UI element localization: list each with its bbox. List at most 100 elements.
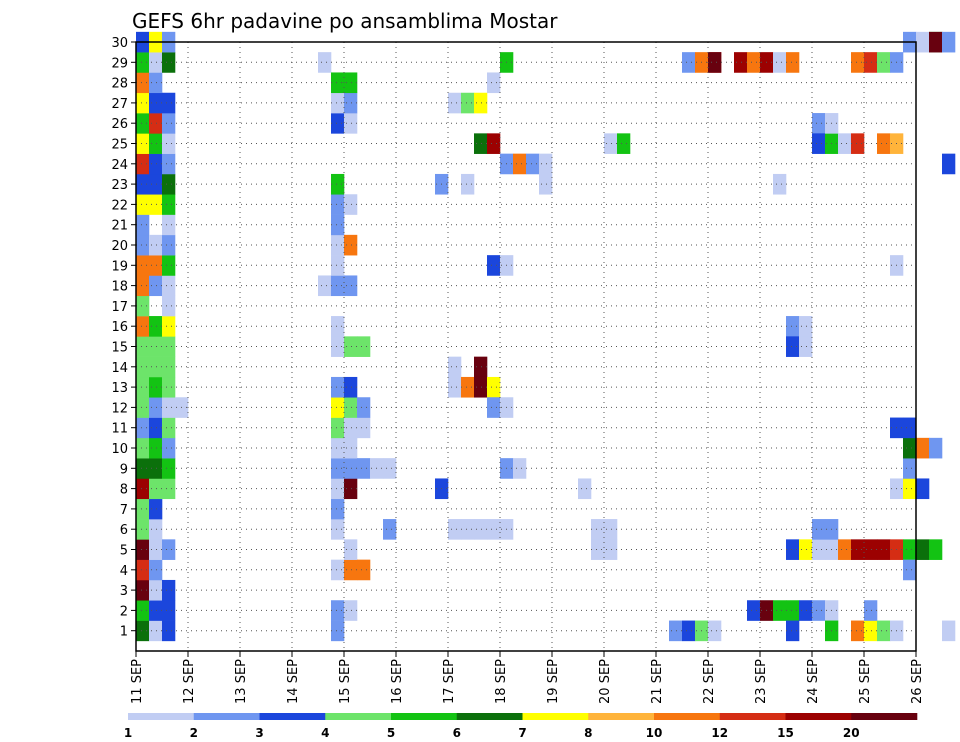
heatmap-cell	[461, 92, 475, 114]
heatmap-cell	[812, 539, 826, 560]
heatmap-cell	[149, 376, 163, 398]
heatmap-cell	[864, 52, 878, 73]
heatmap-cell	[149, 458, 163, 479]
y-tick-label: 22	[111, 198, 128, 213]
y-tick-label: 19	[111, 259, 128, 274]
heatmap-cell	[916, 437, 930, 459]
heatmap-cell	[149, 397, 163, 418]
heatmap-cell	[162, 275, 176, 297]
heatmap-cell	[864, 600, 878, 621]
colorbar-swatch	[588, 713, 655, 720]
heatmap-cell	[136, 194, 150, 215]
heatmap-cell	[162, 336, 176, 357]
heatmap-cell	[591, 519, 605, 540]
x-tick-label: 12 SEP	[182, 659, 197, 704]
x-tick-label: 25 SEP	[858, 659, 873, 704]
heatmap-cell	[487, 376, 501, 398]
heatmap-cell	[344, 397, 358, 418]
heatmap-cell	[929, 437, 943, 459]
y-tick-label: 1	[120, 625, 128, 640]
heatmap-cell	[487, 519, 501, 540]
x-tick-label: 13 SEP	[234, 659, 249, 704]
heatmap-cell	[136, 376, 150, 398]
heatmap-cell	[344, 234, 358, 256]
y-tick-label: 25	[111, 138, 128, 153]
heatmap-cell	[604, 133, 618, 154]
heatmap-cell	[513, 153, 527, 175]
heatmap-cell	[162, 417, 176, 439]
heatmap-cell	[851, 539, 865, 560]
y-tick-label: 24	[111, 158, 128, 173]
y-tick-label: 14	[111, 361, 128, 376]
y-tick-label: 26	[111, 117, 128, 132]
heatmap-cell	[162, 113, 176, 134]
heatmap-cell	[136, 498, 150, 520]
heatmap-cell	[162, 194, 176, 215]
heatmap-cell	[734, 52, 748, 73]
heatmap-cell	[136, 92, 150, 114]
heatmap-cell	[136, 437, 150, 459]
y-tick-label: 4	[120, 564, 128, 579]
colorbar-swatch	[654, 713, 721, 720]
heatmap-cell	[474, 356, 488, 378]
heatmap-cell	[136, 478, 150, 500]
x-tick-label: 24 SEP	[806, 659, 821, 704]
heatmap-cell	[149, 336, 163, 357]
heatmap-cell	[773, 52, 787, 73]
heatmap-cell	[149, 559, 163, 581]
heatmap-cell	[929, 31, 943, 53]
heatmap-cell	[578, 478, 592, 500]
colorbar-label: 6	[453, 726, 461, 740]
heatmap-cell	[136, 397, 150, 418]
heatmap-cell	[942, 31, 956, 53]
heatmap-cell	[357, 397, 371, 418]
heatmap-cell	[162, 92, 176, 114]
heatmap-cell	[149, 72, 163, 94]
heatmap-cell	[149, 356, 163, 378]
heatmap-cell	[344, 92, 358, 114]
heatmap-cell	[162, 539, 176, 560]
x-tick-label: 15 SEP	[338, 659, 353, 704]
colorbar-label: 8	[584, 726, 592, 740]
heatmap-cell	[331, 173, 345, 195]
heatmap-cell	[474, 519, 488, 540]
x-tick-label: 23 SEP	[754, 659, 769, 704]
heatmap-cell	[864, 539, 878, 560]
x-tick-label: 14 SEP	[286, 659, 301, 704]
y-tick-label: 16	[111, 320, 128, 335]
y-tick-label: 20	[111, 239, 128, 254]
heatmap-cell	[344, 600, 358, 621]
heatmap-cell	[357, 458, 371, 479]
colorbar-swatch	[325, 713, 392, 720]
heatmap-cell	[812, 519, 826, 540]
heatmap-cell	[331, 498, 345, 520]
heatmap-cell	[331, 336, 345, 357]
colorbar-label: 3	[255, 726, 263, 740]
heatmap-cell	[136, 316, 150, 337]
heatmap-cell	[331, 113, 345, 134]
heatmap-cell	[149, 579, 163, 601]
heatmap-cell	[539, 153, 553, 175]
heatmap-cell	[539, 173, 553, 195]
heatmap-cell	[136, 356, 150, 378]
heatmap-cell	[461, 376, 475, 398]
heatmap-cell	[344, 539, 358, 560]
colorbar-swatch	[456, 713, 523, 720]
heatmap-cell	[149, 194, 163, 215]
heatmap-cell	[448, 376, 462, 398]
colorbar-label: 10	[646, 726, 663, 740]
heatmap-cell	[591, 539, 605, 560]
heatmap-cell	[136, 458, 150, 479]
heatmap-cell	[617, 133, 631, 154]
heatmap-cell	[162, 458, 176, 479]
heatmap-cell	[812, 113, 826, 134]
heatmap-cell	[136, 600, 150, 621]
heatmap-cell	[162, 356, 176, 378]
heatmap-cell	[799, 336, 813, 357]
heatmap-cell	[942, 153, 956, 175]
heatmap-cell	[682, 52, 696, 73]
y-tick-label: 30	[111, 36, 128, 51]
colorbar-label: 7	[518, 726, 526, 740]
colorbar-swatch	[851, 713, 918, 720]
heatmap-cell	[162, 316, 176, 337]
